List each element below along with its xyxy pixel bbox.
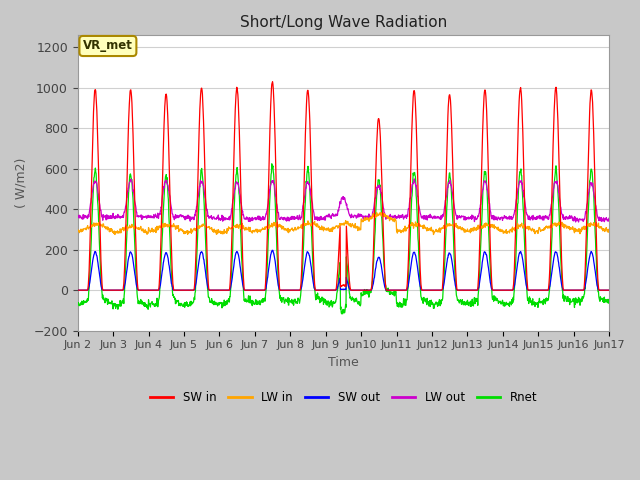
- Title: Short/Long Wave Radiation: Short/Long Wave Radiation: [240, 15, 447, 30]
- Text: VR_met: VR_met: [83, 39, 133, 52]
- Legend: SW in, LW in, SW out, LW out, Rnet: SW in, LW in, SW out, LW out, Rnet: [145, 387, 542, 409]
- Y-axis label: ( W/m2): ( W/m2): [15, 158, 28, 208]
- X-axis label: Time: Time: [328, 356, 359, 369]
